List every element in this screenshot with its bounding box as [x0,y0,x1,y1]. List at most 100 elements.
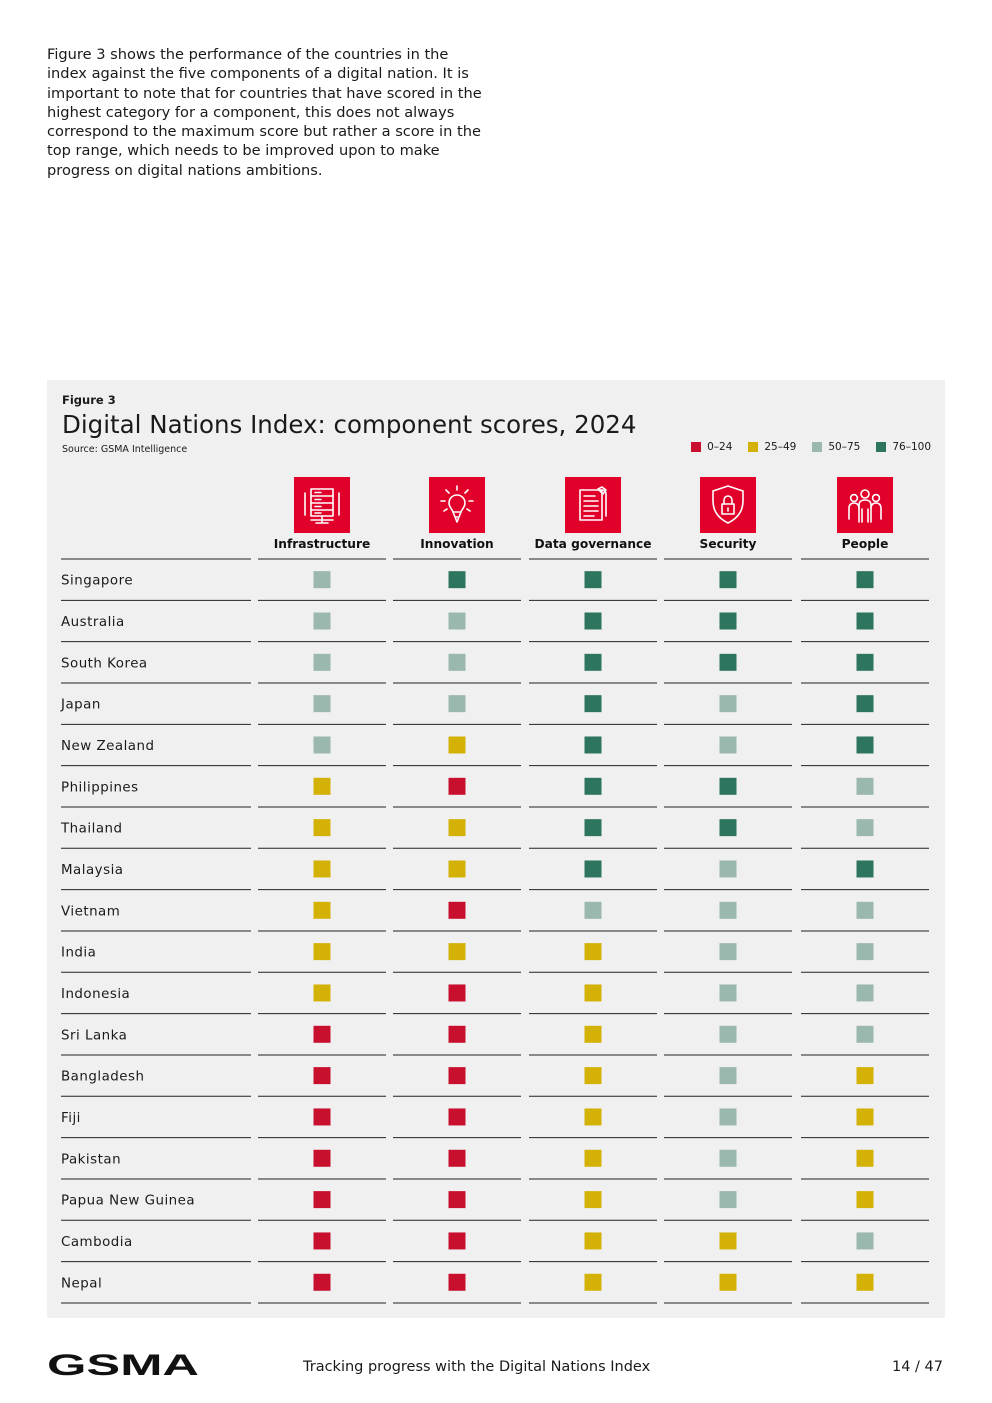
people-group-icon-part [860,489,870,499]
score-cell-philippines-people [856,777,874,795]
legend-swatch-mid-high [812,442,823,452]
score-cell-papua-new-guinea-people [856,1191,874,1209]
score-cell-japan-innovation [448,695,466,713]
score-cell-cambodia-data-governance [584,1232,602,1250]
score-cell-malaysia-innovation [448,860,466,878]
score-cell-indonesia-people [856,984,874,1002]
score-cell-nepal-people [856,1273,874,1291]
legend-swatch-mid-low [748,442,759,452]
score-cell-new-zealand-people [856,736,874,754]
country-label-south-korea: South Korea [61,656,148,671]
score-cell-india-data-governance [584,943,602,961]
score-cell-south-korea-people [856,653,874,671]
score-cell-thailand-data-governance [584,819,602,837]
score-cell-philippines-innovation [448,777,466,795]
country-label-australia: Australia [61,615,125,630]
score-cell-south-korea-security [719,653,737,671]
score-cell-thailand-infrastructure [313,819,331,837]
shield-lock-icon-part [712,485,744,524]
people-group-icon-part [848,502,882,520]
score-cell-pakistan-innovation [448,1149,466,1167]
intro-paragraph: Figure 3 shows the performance of the co… [47,46,482,179]
people-group-icon-part [837,477,893,533]
score-cell-bangladesh-innovation [448,1067,466,1085]
score-cell-vietnam-people [856,901,874,919]
legend-swatch-high [876,442,887,452]
score-cell-vietnam-innovation [448,901,466,919]
server-rack-icon-part [304,492,340,524]
lightbulb-pencil-icon [429,477,485,533]
score-cell-bangladesh-security [719,1067,737,1085]
score-cell-new-zealand-data-governance [584,736,602,754]
score-cell-cambodia-innovation [448,1232,466,1250]
score-cell-australia-infrastructure [313,612,331,630]
score-cell-sri-lanka-data-governance [584,1025,602,1043]
legend-label-low: 0–24 [707,441,733,453]
country-label-indonesia: Indonesia [61,987,130,1002]
legend-item-low: 0–24 [691,441,732,453]
server-rack-icon [294,477,350,533]
server-rack-icon-part [294,477,350,533]
country-label-philippines: Philippines [61,780,139,795]
gsma-logo: GSMA [47,1352,199,1378]
score-cell-philippines-data-governance [584,777,602,795]
score-cell-singapore-infrastructure [313,571,331,589]
legend-item-high: 76–100 [876,441,931,453]
score-cell-japan-infrastructure [313,695,331,713]
figure-label: Figure 3 [62,393,116,407]
score-cell-new-zealand-security [719,736,737,754]
country-label-malaysia: Malaysia [61,863,124,878]
lightbulb-pencil-icon-part [440,485,474,512]
legend-label-mid-low: 25–49 [764,441,797,453]
page-number: 14 / 47 [891,1359,943,1375]
gsma-logo-text: GSMA [47,1352,199,1378]
score-cell-pakistan-infrastructure [313,1149,331,1167]
score-cell-cambodia-infrastructure [313,1232,331,1250]
people-group-icon [837,477,893,533]
score-cell-bangladesh-infrastructure [313,1067,331,1085]
score-cell-papua-new-guinea-innovation [448,1191,466,1209]
shield-lock-icon [700,477,756,533]
score-cell-papua-new-guinea-data-governance [584,1191,602,1209]
server-rack-icon-part [310,491,334,514]
score-cell-bangladesh-people [856,1067,874,1085]
score-cell-fiji-data-governance [584,1108,602,1126]
country-label-vietnam: Vietnam [61,904,120,919]
score-cell-australia-security [719,612,737,630]
score-cell-sri-lanka-infrastructure [313,1025,331,1043]
score-cell-sri-lanka-innovation [448,1025,466,1043]
legend-swatch-low [691,442,702,452]
country-label-cambodia: Cambodia [61,1235,133,1250]
score-cell-pakistan-people [856,1149,874,1167]
score-cell-fiji-people [856,1108,874,1126]
score-cell-sri-lanka-people [856,1025,874,1043]
legend-label-mid-high: 50–75 [828,441,861,453]
score-cell-india-security [719,943,737,961]
figure-source: Source: GSMA Intelligence [62,444,188,455]
score-cell-india-infrastructure [313,943,331,961]
score-cell-vietnam-infrastructure [313,901,331,919]
score-cell-pakistan-security [719,1149,737,1167]
score-cell-malaysia-people [856,860,874,878]
score-cell-japan-security [719,695,737,713]
legend-item-mid-low: 25–49 [748,441,796,453]
score-cell-thailand-people [856,819,874,837]
people-group-icon-part [849,493,859,503]
shield-lock-icon-part [721,503,735,515]
score-cell-thailand-security [719,819,737,837]
score-cell-indonesia-data-governance [584,984,602,1002]
country-label-new-zealand: New Zealand [61,739,155,754]
country-label-papua-new-guinea: Papua New Guinea [61,1194,195,1209]
people-group-icon-part [858,499,872,523]
people-group-icon-part [871,493,881,503]
score-cell-vietnam-data-governance [584,901,602,919]
figure-panel: Figure 3 Digital Nations Index: componen… [47,380,945,1318]
score-cell-papua-new-guinea-security [719,1191,737,1209]
country-label-pakistan: Pakistan [61,1152,121,1167]
lightbulb-pencil-icon-part [452,511,462,523]
score-cell-south-korea-infrastructure [313,653,331,671]
legend-label-high: 76–100 [892,441,931,453]
column-header-infrastructure: Infrastructure [274,537,371,551]
score-cell-nepal-data-governance [584,1273,602,1291]
document-scroll-icon-part [597,486,607,495]
